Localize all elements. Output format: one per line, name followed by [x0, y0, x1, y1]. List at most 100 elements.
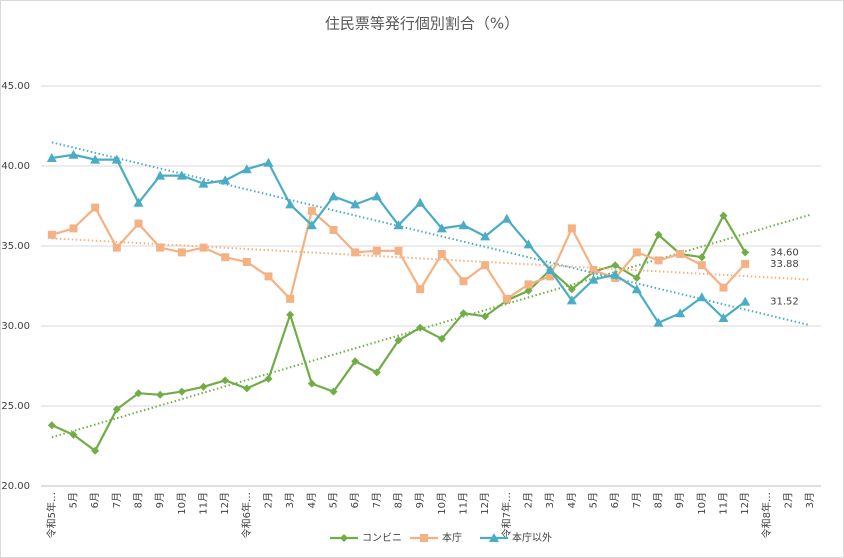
marker — [741, 259, 750, 268]
marker — [351, 248, 360, 257]
x-tick-label: 3月 — [804, 492, 816, 508]
y-tick-label: 25.00 — [1, 401, 30, 412]
marker — [90, 154, 101, 164]
x-tick-label: 11月 — [458, 492, 470, 515]
marker — [134, 389, 143, 398]
marker — [436, 223, 447, 233]
marker — [394, 336, 403, 345]
chart-title: 住民票等発行個別割合（%） — [325, 15, 519, 33]
marker — [307, 206, 316, 215]
marker — [566, 295, 577, 305]
x-tick-label: 7月 — [111, 492, 123, 508]
marker — [740, 296, 751, 306]
marker — [69, 224, 78, 233]
marker — [46, 153, 57, 162]
marker — [696, 292, 707, 302]
marker — [329, 387, 338, 396]
x-tick-label: 2月 — [263, 492, 275, 508]
marker — [264, 272, 273, 281]
x-tick-label: 12月 — [219, 492, 231, 515]
marker — [458, 220, 469, 230]
marker — [285, 199, 296, 209]
marker — [264, 374, 273, 383]
marker — [134, 219, 143, 228]
marker — [697, 253, 706, 262]
x-tick-label: 令和8年… — [760, 492, 773, 538]
marker — [306, 220, 317, 230]
marker — [111, 154, 122, 164]
marker — [415, 197, 426, 207]
marker — [199, 382, 208, 391]
x-tick-label: 10月 — [696, 492, 708, 515]
marker — [340, 534, 348, 542]
marker — [523, 239, 534, 249]
marker — [91, 203, 100, 212]
marker — [221, 253, 230, 262]
marker — [697, 261, 706, 270]
marker — [220, 175, 231, 185]
marker — [437, 334, 446, 343]
x-tick-label: 2月 — [523, 492, 535, 508]
marker — [632, 274, 641, 282]
marker — [177, 248, 186, 257]
x-tick-label: 12月 — [739, 492, 751, 515]
marker — [329, 226, 338, 234]
marker — [69, 430, 78, 439]
marker — [718, 313, 729, 322]
marker — [176, 170, 187, 180]
x-tick-label: 5月 — [588, 492, 600, 508]
marker — [177, 387, 186, 396]
marker — [198, 178, 209, 188]
x-tick-label: 8月 — [133, 492, 145, 508]
y-tick-label: 40.00 — [1, 161, 30, 172]
marker — [371, 191, 382, 201]
x-tick-label: 令和6年… — [240, 492, 253, 538]
marker — [459, 309, 468, 318]
legend-label: 本庁以外 — [512, 531, 552, 544]
marker — [199, 243, 208, 252]
legend-label: 本庁 — [442, 531, 462, 544]
x-tick-label: 2月 — [783, 492, 795, 508]
marker — [524, 280, 533, 289]
x-tick-label: 10月 — [436, 492, 448, 515]
marker — [654, 230, 663, 239]
marker — [567, 285, 576, 294]
x-tick-label: 3月 — [544, 492, 556, 508]
data-label: 33.88 — [770, 259, 799, 270]
marker — [307, 379, 316, 388]
x-tick-label: 7月 — [371, 492, 383, 508]
marker — [588, 274, 599, 284]
data-label: 31.52 — [770, 297, 799, 308]
x-tick-label: 8月 — [653, 492, 665, 508]
y-tick-label: 35.00 — [1, 241, 30, 252]
marker — [653, 317, 664, 327]
x-tick-label: 10月 — [176, 492, 188, 515]
marker — [416, 285, 425, 294]
marker — [91, 446, 100, 455]
marker — [351, 357, 360, 366]
x-tick-label: 9月 — [674, 492, 686, 508]
x-tick-label: 5月 — [68, 492, 80, 508]
marker — [719, 211, 728, 220]
x-tick-label: 令和7年… — [500, 492, 513, 538]
marker — [420, 534, 428, 542]
marker — [631, 284, 642, 294]
marker — [610, 269, 621, 279]
x-tick-label: 11月 — [718, 492, 730, 515]
x-tick-label: 3月 — [284, 492, 296, 508]
marker — [719, 283, 728, 292]
marker — [328, 191, 339, 201]
marker — [372, 368, 381, 377]
marker — [133, 197, 144, 207]
x-tick-label: 11月 — [198, 492, 210, 515]
marker — [459, 277, 468, 286]
marker — [741, 248, 750, 257]
marker — [481, 312, 490, 321]
y-tick-label: 20.00 — [1, 481, 30, 492]
marker — [263, 157, 274, 167]
marker — [242, 384, 251, 393]
x-tick-label: 6月 — [89, 492, 101, 508]
x-tick-label: 12月 — [479, 492, 491, 515]
marker — [545, 265, 556, 274]
